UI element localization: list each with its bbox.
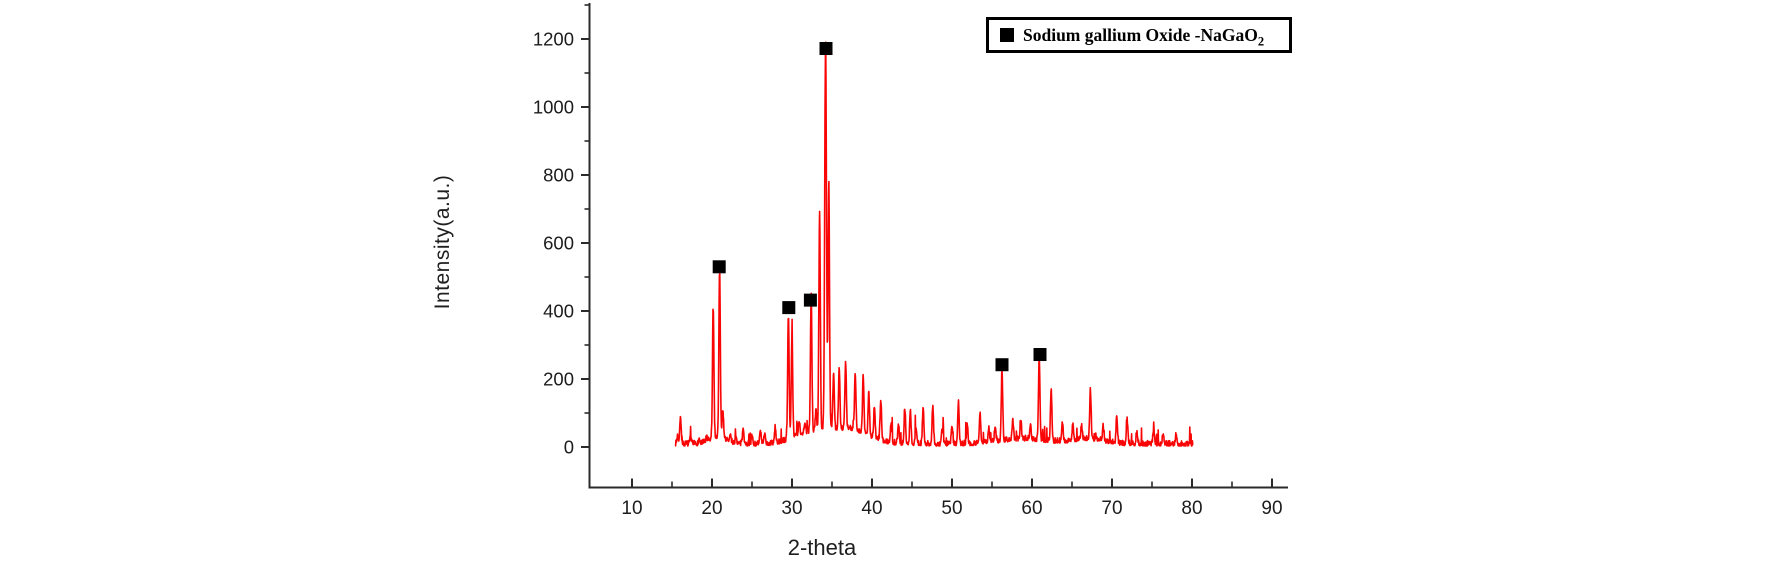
y-tick-label-600: 600 — [543, 233, 574, 254]
peak-marker-square-3 — [803, 293, 817, 307]
peak-marker-square-2 — [782, 301, 796, 315]
y-tick-label-800: 800 — [543, 165, 574, 186]
x-axis-title: 2-theta — [787, 535, 857, 560]
legend-label: Sodium gallium Oxide -NaGaO2 — [1023, 24, 1265, 48]
x-tick-label-10: 10 — [621, 498, 642, 519]
legend-box: Sodium gallium Oxide -NaGaO2 — [986, 17, 1292, 53]
y-axis-title: Intensity(a.u.) — [431, 174, 454, 310]
x-tick-label-20: 20 — [701, 498, 722, 519]
x-tick-label-60: 60 — [1021, 498, 1042, 519]
x-tick-label-30: 30 — [781, 498, 802, 519]
peak-marker-square-4 — [819, 42, 833, 56]
legend-label-subscript: 2 — [1257, 34, 1265, 48]
peak-marker-square-1 — [712, 260, 726, 274]
x-tick-label-90: 90 — [1261, 498, 1282, 519]
peak-marker-square-5 — [995, 358, 1009, 372]
x-tick-label-40: 40 — [861, 498, 882, 519]
legend-filled-square-icon — [1000, 28, 1014, 42]
xrd-trace — [674, 41, 1194, 447]
peak-marker-square-6 — [1033, 348, 1047, 362]
y-tick-label-400: 400 — [543, 301, 574, 322]
x-tick-label-70: 70 — [1101, 498, 1122, 519]
y-tick-label-0: 0 — [564, 437, 574, 458]
x-tick-label-50: 50 — [941, 498, 962, 519]
x-tick-label-80: 80 — [1181, 498, 1202, 519]
y-tick-label-200: 200 — [543, 369, 574, 390]
y-tick-label-1200: 1200 — [533, 29, 574, 50]
y-tick-label-1000: 1000 — [533, 97, 574, 118]
